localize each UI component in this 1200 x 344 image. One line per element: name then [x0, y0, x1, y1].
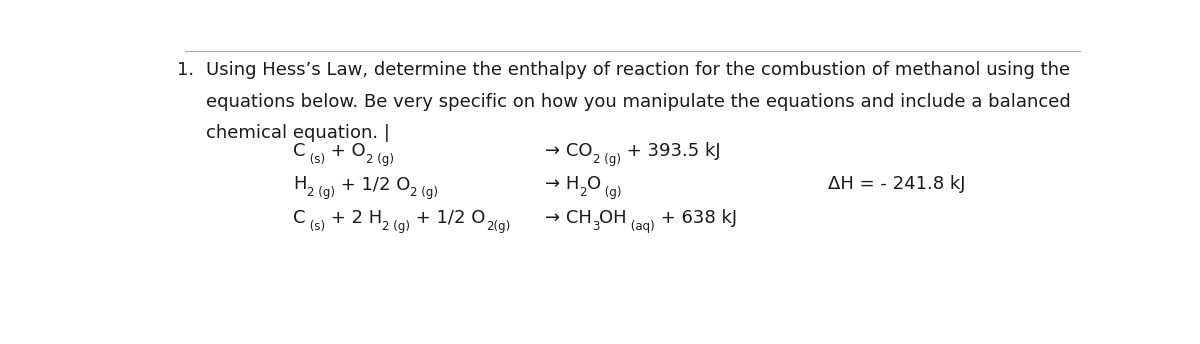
Text: 2(g): 2(g)	[486, 219, 510, 233]
Text: C: C	[293, 142, 306, 160]
Text: 1.: 1.	[178, 61, 194, 79]
Text: 2: 2	[580, 186, 587, 199]
Text: O: O	[587, 175, 601, 193]
Text: chemical equation. |: chemical equation. |	[206, 125, 390, 142]
Text: + 638 kJ: + 638 kJ	[655, 209, 737, 227]
Text: 2 (g): 2 (g)	[307, 186, 335, 199]
Text: → H: → H	[545, 175, 580, 193]
Text: 2 (g): 2 (g)	[383, 219, 410, 233]
Text: 2 (g): 2 (g)	[593, 152, 620, 165]
Text: → CO: → CO	[545, 142, 593, 160]
Text: H: H	[293, 175, 307, 193]
Text: + 2 H: + 2 H	[325, 209, 383, 227]
Text: + O: + O	[325, 142, 366, 160]
Text: C: C	[293, 209, 306, 227]
Text: 3: 3	[592, 219, 600, 233]
Text: 2 (g): 2 (g)	[410, 186, 438, 199]
Text: (s): (s)	[306, 152, 325, 165]
Text: ΔH = - 241.8 kJ: ΔH = - 241.8 kJ	[828, 175, 966, 193]
Text: → CH: → CH	[545, 209, 592, 227]
Text: + 393.5 kJ: + 393.5 kJ	[620, 142, 720, 160]
Text: equations below. Be very specific on how you manipulate the equations and includ: equations below. Be very specific on how…	[206, 93, 1070, 111]
Text: + 1/2 O: + 1/2 O	[335, 175, 410, 193]
Text: (aq): (aq)	[628, 219, 655, 233]
Text: OH: OH	[600, 209, 628, 227]
Text: 2 (g): 2 (g)	[366, 152, 394, 165]
Text: + 1/2 O: + 1/2 O	[410, 209, 486, 227]
Text: (s): (s)	[306, 219, 325, 233]
Text: (g): (g)	[601, 186, 622, 199]
Text: Using Hess’s Law, determine the enthalpy of reaction for the combustion of metha: Using Hess’s Law, determine the enthalpy…	[206, 61, 1070, 79]
